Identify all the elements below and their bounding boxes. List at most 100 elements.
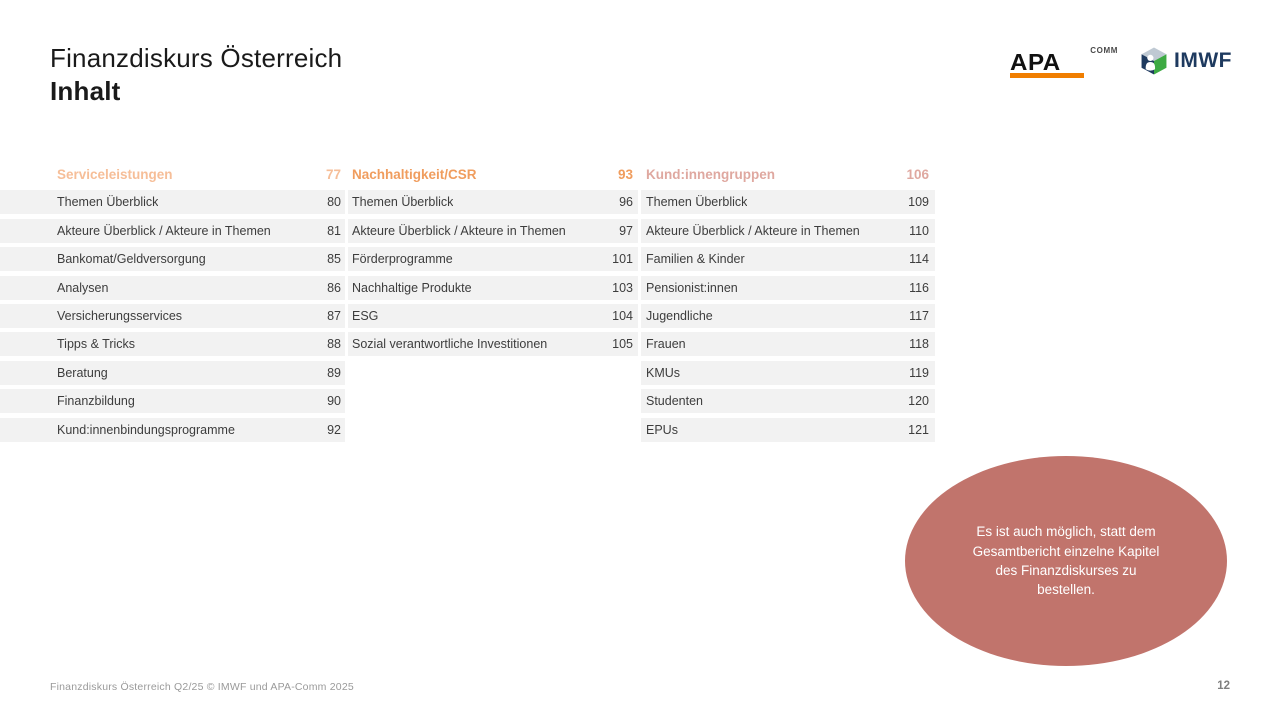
toc-item-label: Analysen [57,280,109,295]
toc-item-page: 116 [909,280,929,295]
slide-title: Finanzdiskurs Österreich [50,43,343,73]
toc-item-page: 85 [327,252,341,267]
toc-item-label: KMUs [646,365,681,380]
toc-item-label: Nachhaltige Produkte [352,280,472,295]
toc-item-page: 105 [612,337,633,352]
toc-row: Bankomat/Geldversorgung 85 [0,247,345,272]
toc-item-label: Bankomat/Geldversorgung [57,252,206,267]
imwf-cube-icon [1141,47,1167,75]
toc-row: Kund:innenbindungsprogramme 92 [0,417,345,442]
toc-item-page: 90 [327,394,341,409]
toc-row: Analysen 86 [0,275,345,300]
toc-row: Themen Überblick 80 [0,190,345,215]
page-title: Finanzdiskurs Österreich Inhalt [50,42,342,108]
imwf-logo-text: IMWF [1174,49,1232,72]
toc-item-label: Förderprogramme [352,252,453,267]
apa-comm-logo: COMM APA [1010,44,1118,78]
toc-item-page: 118 [909,337,929,352]
toc-item-page: 87 [327,308,341,323]
toc-item-label: Kund:innenbindungsprogramme [57,422,235,437]
toc-item-page: 117 [909,308,929,323]
toc-section-page: 77 [325,166,341,182]
toc-item-page: 120 [908,394,929,409]
toc-section-header: Nachhaltigkeit/CSR 93 [348,162,638,186]
toc-item-page: 88 [327,337,341,352]
toc-row: Pensionist:innen 116 [641,275,935,300]
toc-item-page: 86 [327,280,341,295]
toc-row: Akteure Überblick / Akteure in Themen 97 [348,218,638,243]
toc-item-label: Jugendliche [646,308,713,323]
toc-row: Jugendliche 117 [641,303,935,328]
toc-item-page: 119 [909,365,929,380]
toc-row: Finanzbildung 90 [0,389,345,414]
imwf-logo: IMWF [1140,47,1232,75]
toc-item-label: Akteure Überblick / Akteure in Themen [352,223,566,238]
toc-item-label: Versicherungsservices [57,308,183,323]
toc-item-page: 109 [908,195,929,210]
toc-item-label: Themen Überblick [646,195,748,210]
toc-item-page: 103 [612,280,633,295]
apa-logo-text: APA [1010,49,1061,75]
toc-item-page: 114 [909,252,929,267]
toc-section-title: Serviceleistungen [57,166,173,182]
toc-item-label: Akteure Überblick / Akteure in Themen [646,223,860,238]
toc-item-label: Beratung [57,365,108,380]
apa-logo-bar [1010,73,1085,78]
toc-row: Sozial verantwortliche Investitionen 105 [348,332,638,357]
callout-ellipse: Es ist auch möglich, statt dem Gesamtber… [905,456,1227,666]
toc-item-label: Studenten [646,394,703,409]
toc-item-page: 97 [619,223,633,238]
page-number: 12 [1217,680,1230,692]
toc-item-page: 101 [612,252,633,267]
toc-item-label: ESG [352,308,379,323]
toc-item-page: 104 [612,308,633,323]
toc-row: Themen Überblick 109 [641,190,935,215]
toc-row: KMUs 119 [641,360,935,385]
logo-group: COMM APA IMWF [1010,44,1232,78]
toc-item-page: 89 [327,365,341,380]
toc-row: Themen Überblick 96 [348,190,638,215]
toc-row: Akteure Überblick / Akteure in Themen 81 [0,218,345,243]
toc-row: ESG 104 [348,303,638,328]
toc-section-page: 106 [906,166,929,182]
toc-section-page: 93 [617,166,633,182]
toc-row: Studenten 120 [641,389,935,414]
slide-subtitle: Inhalt [50,76,121,106]
toc-item-page: 110 [909,223,929,238]
toc-column: Nachhaltigkeit/CSR 93 Themen Überblick 96 Ak… [348,162,638,446]
toc-item-label: Themen Überblick [57,195,159,210]
toc-row: Akteure Überblick / Akteure in Themen 110 [641,218,935,243]
toc-row: Beratung 89 [0,360,345,385]
toc-row: Förderprogramme 101 [348,247,638,272]
toc-item-page: 121 [908,422,929,437]
toc-column: Serviceleistungen 77 Themen Überblick 80 Akt… [0,162,345,446]
footer-text: Finanzdiskurs Österreich Q2/25 © IMWF un… [50,681,354,693]
apa-comm-label: COMM [1090,46,1119,55]
toc-row: Familien & Kinder 114 [641,247,935,272]
toc-section-title: Kund:innengruppen [646,166,775,182]
toc-row: EPUs 121 [641,417,935,442]
toc-column: Kund:innengruppen 106 Themen Überblick 109 A… [641,162,935,446]
toc-row: Tipps & Tricks 88 [0,332,345,357]
toc-item-label: Tipps & Tricks [57,337,136,352]
toc-item-label: Sozial verantwortliche Investitionen [352,337,548,352]
toc-item-page: 81 [327,223,341,238]
toc-section-header: Serviceleistungen 77 [0,162,345,186]
toc-row: Versicherungsservices 87 [0,303,345,328]
toc-item-page: 80 [327,195,341,210]
toc-section-title: Nachhaltigkeit/CSR [352,166,477,182]
callout-text: Es ist auch möglich, statt dem Gesamtber… [972,524,1160,598]
toc-item-label: Frauen [646,337,686,352]
toc-item-label: Familien & Kinder [646,252,745,267]
toc-row: Nachhaltige Produkte 103 [348,275,638,300]
toc-item-label: Akteure Überblick / Akteure in Themen [57,223,271,238]
toc-item-page: 96 [619,195,633,210]
toc-item-label: Pensionist:innen [646,280,738,295]
toc-item-label: Themen Überblick [352,195,454,210]
toc-item-label: Finanzbildung [57,394,135,409]
toc-item-label: EPUs [646,422,678,437]
toc-section-header: Kund:innengruppen 106 [641,162,935,186]
toc: Serviceleistungen 77 Themen Überblick 80 Akt… [0,162,935,446]
toc-item-page: 92 [327,422,341,437]
